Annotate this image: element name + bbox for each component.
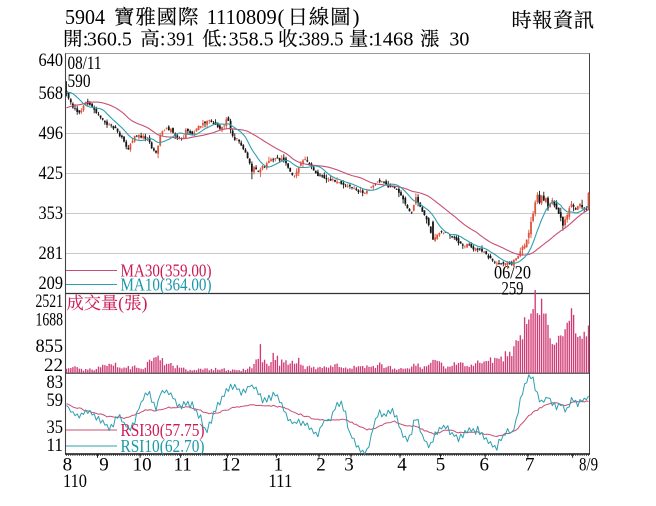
svg-text:4: 4 [397,455,407,476]
svg-text:353: 353 [39,203,64,224]
svg-text:358.5: 358.5 [229,29,274,51]
svg-text:259: 259 [502,279,524,300]
svg-text:12: 12 [221,455,240,476]
svg-text::: : [83,29,89,51]
svg-text:110: 110 [63,471,87,492]
svg-text:11: 11 [173,455,191,476]
svg-text:35: 35 [47,417,64,438]
svg-text:8/9: 8/9 [579,455,598,476]
svg-text::: : [222,29,228,51]
svg-text:391: 391 [167,29,195,51]
svg-text:59: 59 [47,390,64,411]
svg-text:209: 209 [39,273,64,294]
svg-text:5904: 5904 [65,5,105,29]
svg-text:MA10(364.00): MA10(364.00) [121,275,212,295]
svg-text:568: 568 [39,83,64,104]
svg-text:496: 496 [39,123,64,144]
svg-text:30: 30 [449,29,469,51]
svg-text:1468: 1468 [373,29,414,51]
svg-text:MA30(359.00): MA30(359.00) [121,261,212,281]
svg-text:06/20: 06/20 [494,263,531,284]
svg-text:): ) [353,5,360,29]
svg-text:(: ( [278,5,285,29]
svg-text:2: 2 [316,455,326,476]
svg-text:855: 855 [36,336,64,357]
svg-text:(: ( [118,293,124,313]
svg-text:1: 1 [274,455,284,476]
svg-text:360.5: 360.5 [87,29,132,51]
svg-text:22: 22 [44,355,63,376]
svg-text:1110809: 1110809 [207,5,277,29]
svg-text:83: 83 [47,372,64,393]
svg-text:11: 11 [47,435,64,456]
svg-text:2521: 2521 [36,291,64,312]
svg-text::: : [298,29,304,51]
svg-text:9: 9 [99,455,109,476]
svg-text:5: 5 [436,455,446,476]
svg-text:111: 111 [268,471,292,492]
svg-text:7: 7 [525,455,535,476]
svg-text:8: 8 [63,455,73,476]
svg-text:RSI10(62.70): RSI10(62.70) [121,436,205,456]
svg-text:08/11: 08/11 [68,53,102,74]
svg-text:1688: 1688 [36,310,64,331]
svg-text:RSI30(57.75): RSI30(57.75) [121,420,205,440]
svg-text::: : [369,29,375,51]
svg-text:640: 640 [39,50,64,71]
svg-text:281: 281 [39,243,64,264]
svg-text:425: 425 [39,163,64,184]
svg-text::: : [160,29,166,51]
svg-text:6: 6 [479,455,489,476]
svg-text:): ) [142,293,148,313]
svg-text:590: 590 [68,71,91,92]
svg-text:389.5: 389.5 [302,29,344,51]
svg-text:3: 3 [344,455,354,476]
svg-text:10: 10 [133,455,152,476]
